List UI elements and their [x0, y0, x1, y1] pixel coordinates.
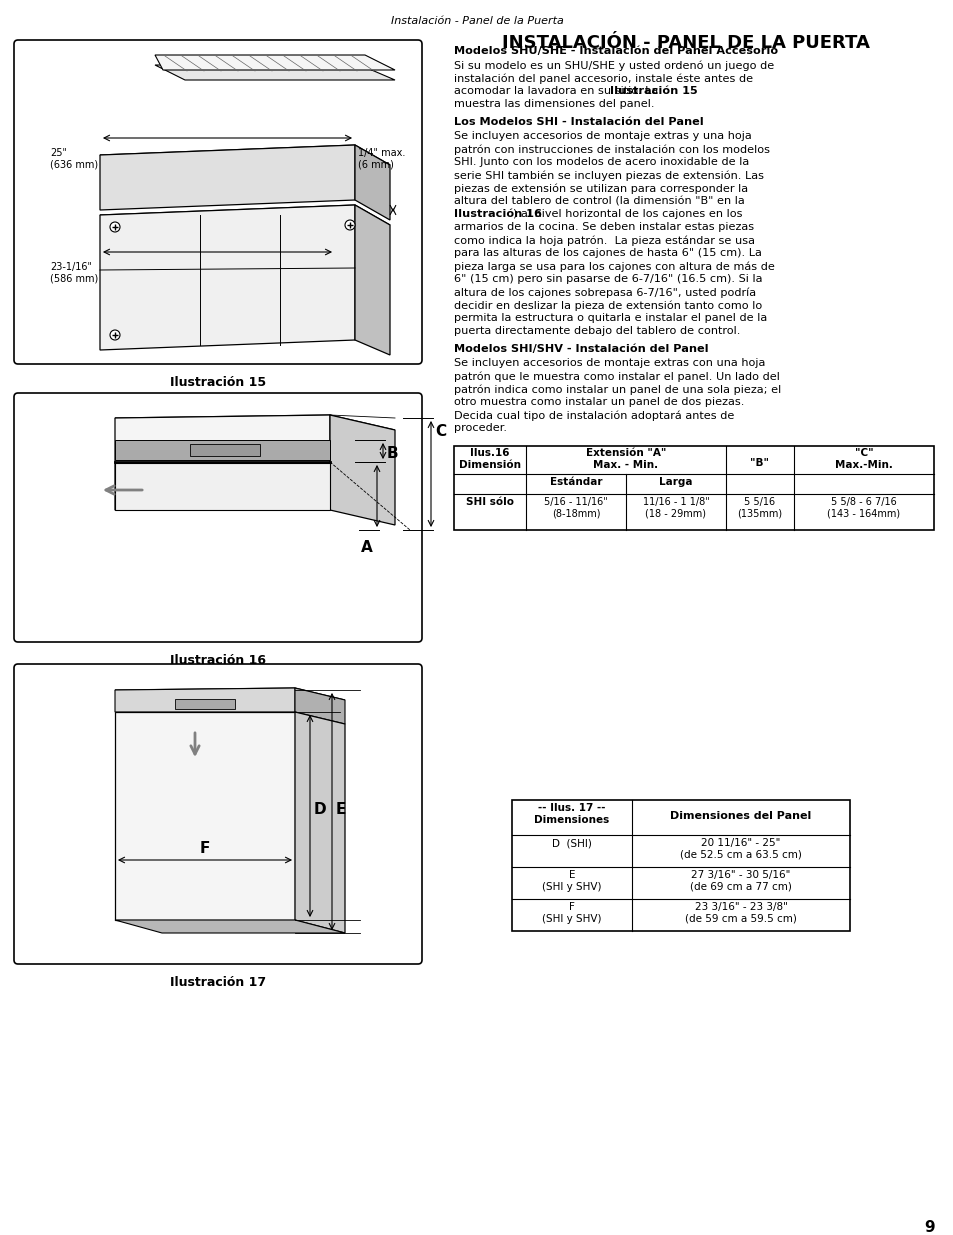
Text: permita la estructura o quitarla e instalar el panel de la: permita la estructura o quitarla e insta…	[454, 312, 766, 324]
Text: Se incluyen accesorios de montaje extras y una hoja: Se incluyen accesorios de montaje extras…	[454, 131, 751, 141]
Text: -- Ilus. 17 --
Dimensiones: -- Ilus. 17 -- Dimensiones	[534, 803, 609, 825]
FancyBboxPatch shape	[14, 40, 421, 364]
Polygon shape	[100, 205, 390, 235]
Text: 9: 9	[923, 1220, 934, 1235]
Text: E: E	[335, 803, 346, 818]
Text: Ilustración 17: Ilustración 17	[170, 976, 266, 989]
FancyBboxPatch shape	[14, 664, 421, 965]
Text: decidir en deslizar la pieza de extensión tanto como lo: decidir en deslizar la pieza de extensió…	[454, 300, 761, 310]
Polygon shape	[100, 205, 355, 350]
Polygon shape	[115, 713, 294, 920]
Text: Ilus.16
Dimensión: Ilus.16 Dimensión	[458, 448, 520, 469]
Polygon shape	[294, 688, 345, 724]
Text: 23 3/16" - 23 3/8"
(de 59 cm a 59.5 cm): 23 3/16" - 23 3/8" (de 59 cm a 59.5 cm)	[684, 902, 796, 924]
FancyBboxPatch shape	[14, 393, 421, 642]
Text: 20 11/16" - 25"
(de 52.5 cm a 63.5 cm): 20 11/16" - 25" (de 52.5 cm a 63.5 cm)	[679, 839, 801, 860]
Text: muestra las dimensiones del panel.: muestra las dimensiones del panel.	[454, 99, 654, 109]
Text: piezas de extensión se utilizan para corresponder la: piezas de extensión se utilizan para cor…	[454, 183, 747, 194]
Text: 25"
(636 mm): 25" (636 mm)	[50, 148, 98, 169]
Text: acomodar la lavadora en su sitio. La: acomodar la lavadora en su sitio. La	[454, 86, 661, 96]
Text: instalación del panel accesorio, instale éste antes de: instalación del panel accesorio, instale…	[454, 73, 752, 84]
Text: Decida cual tipo de instalación adoptará antes de: Decida cual tipo de instalación adoptará…	[454, 410, 734, 420]
Text: C: C	[435, 424, 446, 438]
Text: D  (SHI): D (SHI)	[552, 839, 591, 848]
Bar	[190, 445, 260, 456]
Polygon shape	[115, 415, 330, 510]
Text: 23-1/16"
(586 mm): 23-1/16" (586 mm)	[50, 262, 98, 284]
Text: F
(SHI y SHV): F (SHI y SHV)	[541, 902, 601, 924]
Bar	[174, 699, 234, 709]
Polygon shape	[115, 688, 294, 713]
Text: Ilustración 16: Ilustración 16	[454, 209, 541, 219]
Circle shape	[110, 222, 120, 232]
Text: Los Modelos SHI - Instalación del Panel: Los Modelos SHI - Instalación del Panel	[454, 117, 703, 127]
Polygon shape	[115, 463, 330, 510]
Text: Instalación - Panel de la Puerta: Instalación - Panel de la Puerta	[390, 16, 563, 26]
Text: INSTALACIÓN - PANEL DE LA PUERTA: INSTALACIÓN - PANEL DE LA PUERTA	[501, 35, 869, 52]
Text: patrón indica como instalar un panel de una sola pieza; el: patrón indica como instalar un panel de …	[454, 384, 781, 394]
Text: Dimensiones del Panel: Dimensiones del Panel	[670, 811, 811, 821]
Text: Se incluyen accesorios de montaje extras con una hoja: Se incluyen accesorios de montaje extras…	[454, 358, 764, 368]
Text: 5 5/16
(135mm): 5 5/16 (135mm)	[737, 496, 781, 519]
Text: A: A	[360, 540, 373, 555]
Text: B: B	[387, 446, 398, 461]
Text: 1/4" max.
(6 mm): 1/4" max. (6 mm)	[357, 148, 405, 169]
Text: SHI. Junto con los modelos de acero inoxidable de la: SHI. Junto con los modelos de acero inox…	[454, 157, 748, 167]
Text: para las alturas de los cajones de hasta 6" (15 cm). La: para las alturas de los cajones de hasta…	[454, 248, 761, 258]
Polygon shape	[294, 713, 345, 932]
Polygon shape	[355, 144, 390, 220]
Text: patrón con instrucciones de instalación con los modelos: patrón con instrucciones de instalación …	[454, 144, 769, 154]
Polygon shape	[154, 56, 395, 70]
Text: Si su modelo es un SHU/SHE y usted ordenó un juego de: Si su modelo es un SHU/SHE y usted orden…	[454, 61, 774, 70]
Text: 5 5/8 - 6 7/16
(143 - 164mm): 5 5/8 - 6 7/16 (143 - 164mm)	[826, 496, 900, 519]
Text: Ilustración 15: Ilustración 15	[170, 375, 266, 389]
Bar	[512, 800, 849, 931]
Text: 11/16 - 1 1/8"
(18 - 29mm): 11/16 - 1 1/8" (18 - 29mm)	[642, 496, 709, 519]
Polygon shape	[330, 415, 395, 525]
Text: otro muestra como instalar un panel de dos piezas.: otro muestra como instalar un panel de d…	[454, 396, 743, 408]
Text: pieza larga se usa para los cajones con altura de más de: pieza larga se usa para los cajones con …	[454, 261, 774, 272]
Text: Modelos SHU/SHE - Instalación del Panel Accesorio: Modelos SHU/SHE - Instalación del Panel …	[454, 46, 778, 56]
Text: puerta directamente debajo del tablero de control.: puerta directamente debajo del tablero d…	[454, 326, 740, 336]
Polygon shape	[100, 144, 390, 175]
Text: "C"
Max.-Min.: "C" Max.-Min.	[834, 448, 892, 469]
Text: F: F	[199, 841, 210, 856]
Text: proceder.: proceder.	[454, 424, 506, 433]
Text: altura de los cajones sobrepasa 6-7/16", usted podría: altura de los cajones sobrepasa 6-7/16",…	[454, 287, 756, 298]
Text: Ilustración 15: Ilustración 15	[609, 86, 697, 96]
Text: D: D	[314, 803, 326, 818]
Polygon shape	[154, 65, 395, 80]
Text: "B": "B"	[750, 458, 769, 468]
Text: 6" (15 cm) pero sin pasarse de 6-7/16" (16.5 cm). Si la: 6" (15 cm) pero sin pasarse de 6-7/16" (…	[454, 274, 761, 284]
Polygon shape	[100, 144, 355, 210]
Text: Extensión "A"
Max. - Min.: Extensión "A" Max. - Min.	[585, 448, 665, 469]
Text: ) al nivel horizontal de los cajones en los: ) al nivel horizontal de los cajones en …	[513, 209, 741, 219]
Polygon shape	[115, 920, 345, 932]
Polygon shape	[115, 688, 345, 701]
Text: como indica la hoja patrón.  La pieza estándar se usa: como indica la hoja patrón. La pieza est…	[454, 235, 754, 246]
Text: serie SHI también se incluyen piezas de extensión. Las: serie SHI también se incluyen piezas de …	[454, 170, 763, 180]
Text: altura del tablero de control (la dimensión "B" en la: altura del tablero de control (la dimens…	[454, 196, 744, 206]
Text: SHI sólo: SHI sólo	[465, 496, 514, 508]
Text: Ilustración 16: Ilustración 16	[170, 655, 266, 667]
Text: E
(SHI y SHV): E (SHI y SHV)	[541, 869, 601, 892]
Polygon shape	[355, 205, 390, 354]
Text: Modelos SHI/SHV - Instalación del Panel: Modelos SHI/SHV - Instalación del Panel	[454, 345, 708, 354]
Text: Larga: Larga	[659, 477, 692, 487]
Polygon shape	[115, 415, 395, 433]
Text: patrón que le muestra como instalar el panel. Un lado del: patrón que le muestra como instalar el p…	[454, 370, 779, 382]
Polygon shape	[115, 440, 330, 459]
Circle shape	[110, 330, 120, 340]
Bar	[454, 446, 933, 530]
Text: Estándar: Estándar	[549, 477, 601, 487]
Text: 27 3/16" - 30 5/16"
(de 69 cm a 77 cm): 27 3/16" - 30 5/16" (de 69 cm a 77 cm)	[689, 869, 791, 892]
Text: 5/16 - 11/16"
(8-18mm): 5/16 - 11/16" (8-18mm)	[543, 496, 607, 519]
Text: armarios de la cocina. Se deben instalar estas piezas: armarios de la cocina. Se deben instalar…	[454, 222, 753, 232]
Circle shape	[345, 220, 355, 230]
